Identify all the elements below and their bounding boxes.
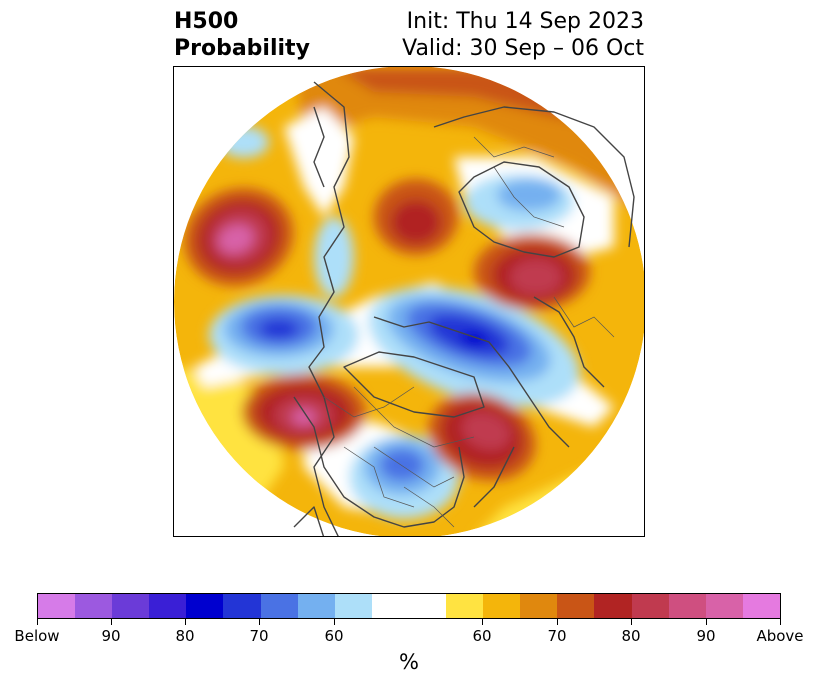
probability-field (174, 67, 644, 536)
colorbar-segment (75, 594, 113, 618)
colorbar-tick (706, 619, 707, 625)
colorbar-tick-label: 60 (324, 627, 344, 645)
colorbar-segment (742, 594, 780, 618)
map-canvas (174, 67, 644, 536)
init-date: Init: Thu 14 Sep 2023 (406, 9, 644, 34)
colorbar-segment (594, 594, 632, 618)
colorbar-segment (334, 594, 372, 618)
colorbar-segment (371, 594, 447, 618)
colorbar-unit: % (399, 650, 419, 674)
colorbar-tick-label: 70 (547, 627, 567, 645)
colorbar-tick (631, 619, 632, 625)
colorbar-segment (520, 594, 558, 618)
colorbar-tick-label: 90 (696, 627, 716, 645)
colorbar-segment (668, 594, 706, 618)
colorbar-tick-label: 60 (472, 627, 492, 645)
map-dates: Init: Thu 14 Sep 2023 Valid: 30 Sep – 06… (402, 8, 644, 62)
colorbar-segment (446, 594, 484, 618)
colorbar-segment (705, 594, 743, 618)
colorbar-segment (297, 594, 335, 618)
colorbar-tick (259, 619, 260, 625)
title-variable: H500 (174, 9, 239, 34)
colorbar-segment (631, 594, 669, 618)
colorbar-segment (483, 594, 521, 618)
colorbar-segment (223, 594, 261, 618)
colorbar-tick (557, 619, 558, 625)
colorbar-tick-label: 80 (621, 627, 641, 645)
colorbar-tick (482, 619, 483, 625)
colorbar-segment (557, 594, 595, 618)
colorbar-tick-label: Above (756, 627, 804, 645)
colorbar-segment (260, 594, 298, 618)
colorbar-tick (185, 619, 186, 625)
colorbar-tick-label: 70 (249, 627, 269, 645)
colorbar-tick-label: Below (14, 627, 60, 645)
colorbar-tick (780, 619, 781, 625)
colorbar-tick (37, 619, 38, 625)
colorbar-tick (334, 619, 335, 625)
colorbar-segment (149, 594, 187, 618)
borders (323, 136, 615, 528)
colorbar-segment (186, 594, 224, 618)
coastlines (293, 81, 635, 536)
title-product: Probability (174, 36, 310, 61)
colorbar-segment (112, 594, 150, 618)
colorbar-tick-label: 90 (101, 627, 121, 645)
polar-map (173, 66, 645, 537)
map-title: H500 Probability (174, 8, 310, 62)
colorbar (37, 593, 781, 619)
colorbar-tick-label: 80 (175, 627, 195, 645)
valid-dates: Valid: 30 Sep – 06 Oct (402, 36, 644, 61)
colorbar-tick (111, 619, 112, 625)
colorbar-segment (38, 594, 76, 618)
